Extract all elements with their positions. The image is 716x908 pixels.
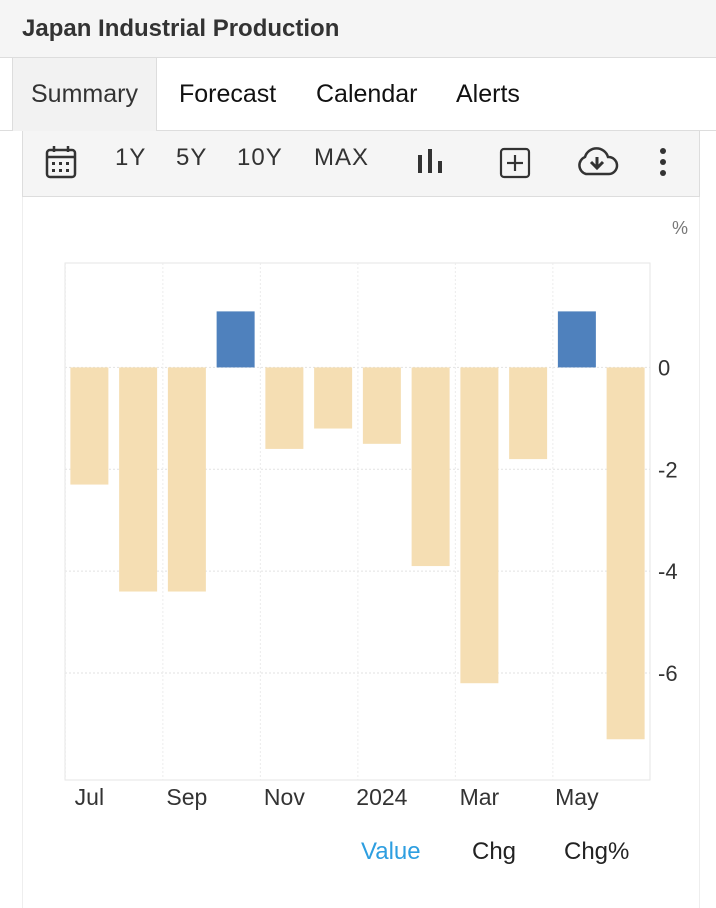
bar-chart: % 0 -2 -4 -6 Jul Sep Nov 2024 Mar May [64, 218, 688, 810]
page-title: Japan Industrial Production [22, 15, 340, 42]
bar-chart-icon[interactable] [416, 147, 444, 175]
y-tick-label: 0 [658, 355, 670, 380]
x-tick-label: Mar [460, 784, 500, 810]
tab-bar: Summary Forecast Calendar Alerts [0, 58, 716, 131]
x-tick-label: Jul [75, 784, 104, 810]
cloud-download-icon[interactable] [575, 147, 619, 177]
x-tick-label: Nov [264, 784, 305, 810]
legend-chg-button[interactable]: Chg [472, 838, 517, 865]
bar-may [557, 311, 596, 368]
bar-nov [265, 367, 304, 449]
calendar-icon[interactable] [45, 145, 77, 179]
bar-2024 [362, 367, 401, 444]
header: Japan Industrial Production [0, 0, 716, 58]
bar-aug [119, 367, 158, 592]
y-tick-label: -4 [658, 559, 678, 584]
tab-calendar[interactable]: Calendar [316, 80, 418, 108]
y-tick-label: -2 [658, 457, 678, 482]
range-max-button[interactable]: MAX [314, 144, 370, 171]
legend-chgpct-button[interactable]: Chg% [564, 838, 630, 865]
tab-summary[interactable]: Summary [12, 58, 157, 131]
bar-feb [411, 367, 450, 567]
unit-label: % [672, 218, 688, 238]
bar-jun [606, 367, 645, 740]
y-tick-label: -6 [658, 661, 678, 686]
chart-panel [22, 197, 700, 908]
bar-apr [509, 367, 548, 460]
tab-alerts[interactable]: Alerts [456, 80, 520, 108]
x-tick-label: 2024 [356, 784, 407, 810]
chart-toolbar: 1Y 5Y 10Y MAX [22, 131, 700, 197]
x-tick-label: May [555, 784, 599, 810]
more-vert-icon[interactable] [659, 147, 667, 177]
add-box-icon[interactable] [499, 147, 531, 179]
tab-forecast[interactable]: Forecast [179, 80, 277, 108]
legend-value-button[interactable]: Value [361, 838, 421, 865]
bar-dec [314, 367, 353, 429]
x-tick-label: Sep [166, 784, 207, 810]
range-10y-button[interactable]: 10Y [237, 144, 283, 171]
bar-oct [216, 311, 255, 368]
range-1y-button[interactable]: 1Y [115, 144, 147, 171]
range-5y-button[interactable]: 5Y [176, 144, 208, 171]
bar-mar [460, 367, 499, 684]
bar-jul [70, 367, 109, 485]
bar-sep [167, 367, 206, 592]
